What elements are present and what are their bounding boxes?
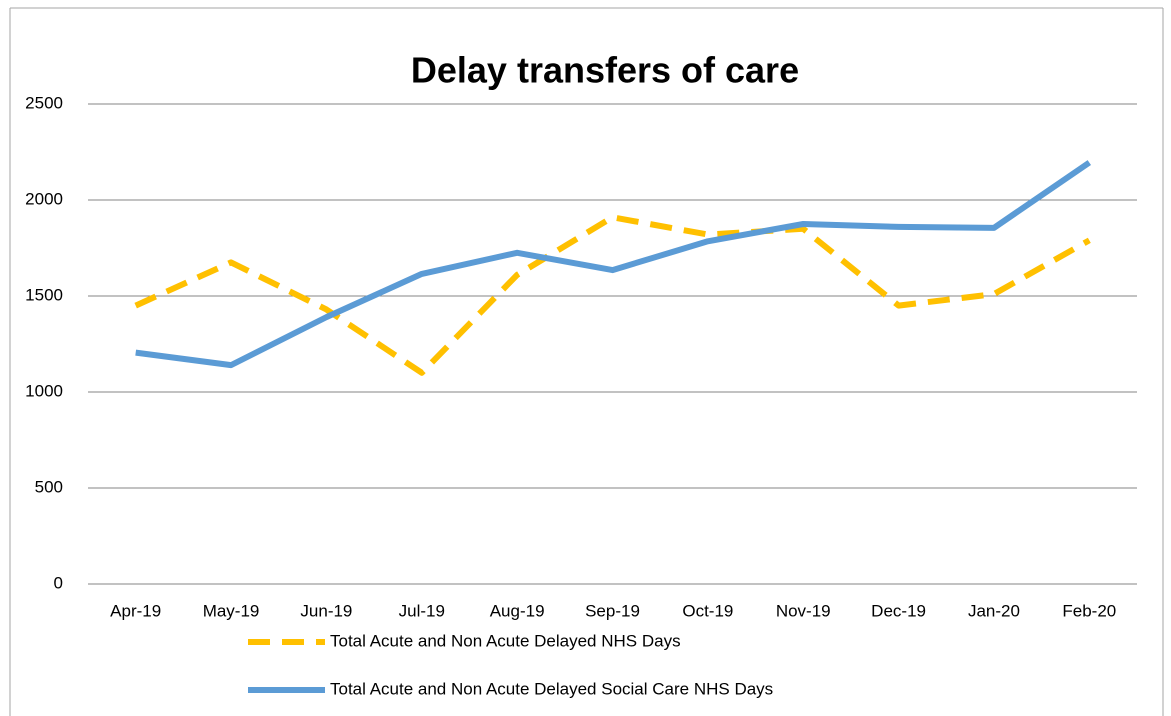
chart-title: Delay transfers of care xyxy=(411,50,799,91)
y-tick-label: 2000 xyxy=(25,189,63,208)
x-tick-label: Apr-19 xyxy=(110,601,161,620)
x-tick-label: Sep-19 xyxy=(585,601,640,620)
x-tick-label: Feb-20 xyxy=(1062,601,1116,620)
y-tick-label: 2500 xyxy=(25,93,63,112)
x-tick-label: Dec-19 xyxy=(871,601,926,620)
legend-label: Total Acute and Non Acute Delayed NHS Da… xyxy=(330,631,681,650)
legend-label: Total Acute and Non Acute Delayed Social… xyxy=(330,679,773,698)
x-tick-label: May-19 xyxy=(203,601,260,620)
y-tick-label: 1000 xyxy=(25,381,63,400)
line-series xyxy=(135,160,1092,369)
x-tick-label: Jul-19 xyxy=(399,601,445,620)
x-tick-label: Jan-20 xyxy=(968,601,1020,620)
x-tick-label: Nov-19 xyxy=(776,601,831,620)
y-tick-label: 0 xyxy=(54,573,63,592)
y-tick-label: 1500 xyxy=(25,285,63,304)
y-tick-label: 500 xyxy=(35,477,63,496)
line-series xyxy=(134,214,1091,376)
x-tick-label: Aug-19 xyxy=(490,601,545,620)
x-tick-label: Jun-19 xyxy=(300,601,352,620)
x-tick-label: Oct-19 xyxy=(682,601,733,620)
